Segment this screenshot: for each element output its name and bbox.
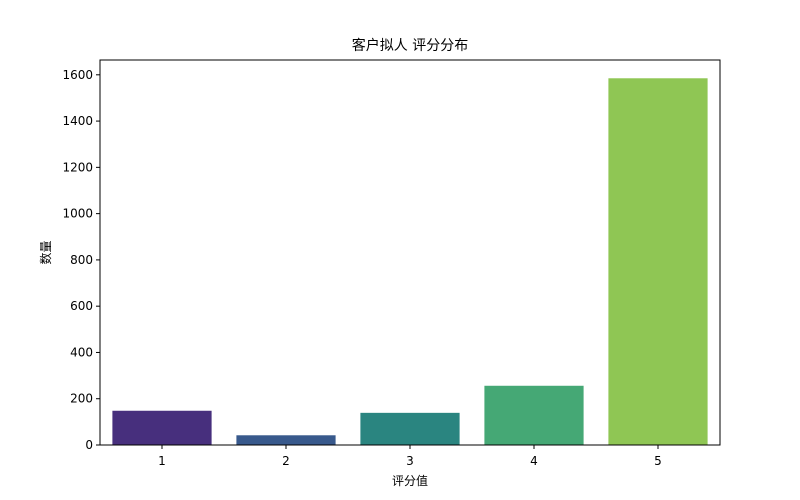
chart-title: 客户拟人 评分分布 [352, 37, 468, 54]
bar-2 [236, 435, 336, 445]
x-axis: 1 2 3 4 5 [158, 445, 662, 468]
y-tick-label: 1000 [62, 207, 93, 221]
x-tick-label: 1 [158, 454, 166, 468]
bar-3 [360, 412, 460, 445]
x-tick-label: 4 [530, 454, 538, 468]
bar-5 [608, 78, 708, 445]
y-axis-label: 数量 [38, 240, 53, 264]
x-axis-label: 评分值 [392, 473, 428, 488]
x-tick-label: 5 [654, 454, 662, 468]
y-tick-label: 800 [70, 253, 93, 267]
bars-layer [112, 78, 708, 445]
y-tick-label: 1400 [62, 114, 93, 128]
y-axis: 0 200 400 600 800 1000 1200 1400 1600 [62, 68, 100, 452]
y-tick-label: 200 [70, 392, 93, 406]
x-tick-label: 3 [406, 454, 414, 468]
bar-1 [112, 410, 212, 445]
x-tick-label: 2 [282, 454, 290, 468]
y-tick-label: 0 [85, 438, 93, 452]
bar-4 [484, 385, 584, 445]
y-tick-label: 1200 [62, 160, 93, 174]
y-tick-label: 1600 [62, 68, 93, 82]
y-tick-label: 600 [70, 299, 93, 313]
y-tick-label: 400 [70, 345, 93, 359]
